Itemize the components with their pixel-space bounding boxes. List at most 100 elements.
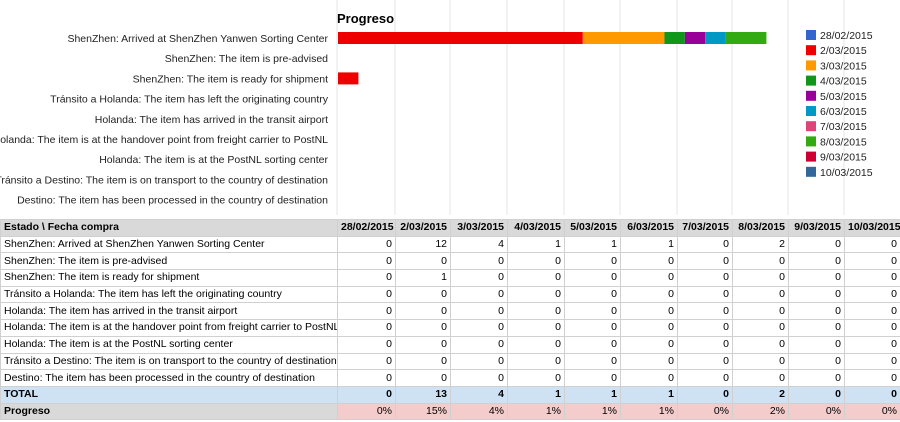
value-cell[interactable]: 0 xyxy=(450,302,508,321)
value-cell[interactable]: 0 xyxy=(395,369,451,387)
value-cell[interactable]: 0 xyxy=(677,369,733,387)
value-cell[interactable]: 0 xyxy=(788,285,845,304)
value-cell[interactable]: 0 xyxy=(337,319,396,337)
value-cell[interactable]: 0 xyxy=(337,335,396,354)
value-cell[interactable]: 0 xyxy=(507,252,565,271)
column-header[interactable]: 2/03/2015 xyxy=(395,219,451,237)
value-cell[interactable]: 0% xyxy=(788,402,845,421)
value-cell[interactable]: 0 xyxy=(788,335,845,354)
value-cell[interactable]: 0 xyxy=(507,302,565,321)
value-cell[interactable]: 0 xyxy=(564,285,621,304)
value-cell[interactable]: 0 xyxy=(620,369,678,387)
value-cell[interactable]: 2% xyxy=(732,402,789,421)
column-header[interactable]: 5/03/2015 xyxy=(564,219,621,237)
value-cell[interactable]: 0 xyxy=(620,335,678,354)
value-cell[interactable]: 0 xyxy=(732,285,789,304)
value-cell[interactable]: 2 xyxy=(732,235,789,254)
value-cell[interactable]: 0 xyxy=(677,302,733,321)
value-cell[interactable]: 0 xyxy=(450,335,508,354)
value-cell[interactable]: 0 xyxy=(507,335,565,354)
value-cell[interactable]: 0 xyxy=(395,302,451,321)
value-cell[interactable]: 0 xyxy=(337,252,396,271)
value-cell[interactable]: 0 xyxy=(620,352,678,371)
value-cell[interactable]: 0 xyxy=(450,369,508,387)
value-cell[interactable]: 0 xyxy=(450,319,508,337)
value-cell[interactable]: 0 xyxy=(677,285,733,304)
value-cell[interactable]: 0 xyxy=(395,352,451,371)
value-cell[interactable]: 1 xyxy=(507,385,565,404)
row-label-cell[interactable]: Progreso xyxy=(0,402,338,421)
column-header[interactable]: 28/02/2015 xyxy=(337,219,396,237)
column-header[interactable]: 9/03/2015 xyxy=(788,219,845,237)
value-cell[interactable]: 0 xyxy=(788,252,845,271)
value-cell[interactable]: 0 xyxy=(337,235,396,254)
value-cell[interactable]: 4% xyxy=(450,402,508,421)
value-cell[interactable]: 0 xyxy=(844,369,900,387)
value-cell[interactable]: 1 xyxy=(620,235,678,254)
value-cell[interactable]: 0 xyxy=(732,369,789,387)
value-cell[interactable]: 0 xyxy=(620,319,678,337)
row-label-cell[interactable]: ShenZhen: The item is pre-advised xyxy=(0,252,338,271)
column-header[interactable]: 7/03/2015 xyxy=(677,219,733,237)
value-cell[interactable]: 0 xyxy=(564,269,621,287)
value-cell[interactable]: 0 xyxy=(844,385,900,404)
value-cell[interactable]: 0 xyxy=(732,302,789,321)
row-label-cell[interactable]: Tránsito a Destino: The item is on trans… xyxy=(0,352,338,371)
value-cell[interactable]: 4 xyxy=(450,235,508,254)
value-cell[interactable]: 0% xyxy=(844,402,900,421)
value-cell[interactable]: 0 xyxy=(677,335,733,354)
value-cell[interactable]: 0 xyxy=(677,385,733,404)
row-label-cell[interactable]: Destino: The item has been processed in … xyxy=(0,369,338,387)
value-cell[interactable]: 1% xyxy=(564,402,621,421)
row-label-cell[interactable]: ShenZhen: The item is ready for shipment xyxy=(0,269,338,287)
value-cell[interactable]: 0 xyxy=(395,252,451,271)
value-cell[interactable]: 12 xyxy=(395,235,451,254)
value-cell[interactable]: 1 xyxy=(564,385,621,404)
value-cell[interactable]: 1 xyxy=(564,235,621,254)
row-label-cell[interactable]: ShenZhen: Arrived at ShenZhen Yanwen Sor… xyxy=(0,235,338,254)
value-cell[interactable]: 1% xyxy=(620,402,678,421)
value-cell[interactable]: 0 xyxy=(337,285,396,304)
value-cell[interactable]: 0 xyxy=(564,252,621,271)
value-cell[interactable]: 0 xyxy=(620,285,678,304)
value-cell[interactable]: 0 xyxy=(732,352,789,371)
value-cell[interactable]: 0 xyxy=(507,352,565,371)
value-cell[interactable]: 0 xyxy=(732,252,789,271)
value-cell[interactable]: 4 xyxy=(450,385,508,404)
value-cell[interactable]: 0% xyxy=(677,402,733,421)
value-cell[interactable]: 1% xyxy=(507,402,565,421)
value-cell[interactable]: 0 xyxy=(677,352,733,371)
value-cell[interactable]: 0 xyxy=(677,269,733,287)
value-cell[interactable]: 0 xyxy=(844,235,900,254)
value-cell[interactable]: 0 xyxy=(564,302,621,321)
value-cell[interactable]: 0 xyxy=(507,269,565,287)
value-cell[interactable]: 0 xyxy=(788,235,845,254)
value-cell[interactable]: 0 xyxy=(507,285,565,304)
value-cell[interactable]: 0 xyxy=(564,369,621,387)
row-label-cell[interactable]: TOTAL xyxy=(0,385,338,404)
value-cell[interactable]: 0 xyxy=(788,319,845,337)
value-cell[interactable]: 1 xyxy=(507,235,565,254)
value-cell[interactable]: 0 xyxy=(395,319,451,337)
column-header[interactable]: 4/03/2015 xyxy=(507,219,565,237)
value-cell[interactable]: 0 xyxy=(844,285,900,304)
value-cell[interactable]: 0 xyxy=(450,252,508,271)
value-cell[interactable]: 13 xyxy=(395,385,451,404)
value-cell[interactable]: 0 xyxy=(677,319,733,337)
value-cell[interactable]: 0 xyxy=(507,319,565,337)
value-cell[interactable]: 0 xyxy=(844,319,900,337)
value-cell[interactable]: 0 xyxy=(677,252,733,271)
row-label-cell[interactable]: Tránsito a Holanda: The item has left th… xyxy=(0,285,338,304)
value-cell[interactable]: 0 xyxy=(788,302,845,321)
value-cell[interactable]: 0 xyxy=(844,352,900,371)
row-label-cell[interactable]: Holanda: The item is at the handover poi… xyxy=(0,319,338,337)
value-cell[interactable]: 0 xyxy=(844,269,900,287)
value-cell[interactable]: 0 xyxy=(844,335,900,354)
value-cell[interactable]: 0 xyxy=(337,369,396,387)
value-cell[interactable]: 0 xyxy=(450,285,508,304)
value-cell[interactable]: 0 xyxy=(677,235,733,254)
value-cell[interactable]: 0 xyxy=(450,352,508,371)
value-cell[interactable]: 0 xyxy=(564,319,621,337)
value-cell[interactable]: 0 xyxy=(732,319,789,337)
value-cell[interactable]: 0 xyxy=(788,352,845,371)
